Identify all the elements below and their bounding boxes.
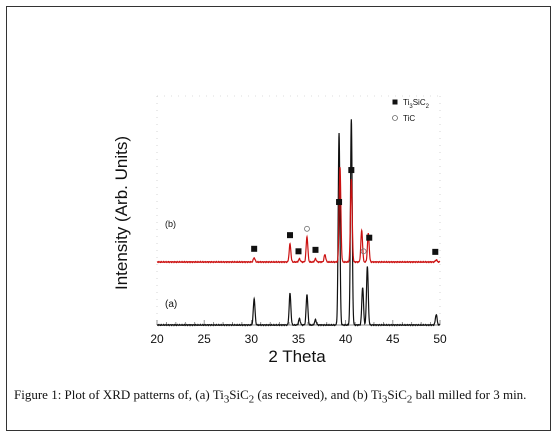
caption-sub-3a: 3 [223, 393, 230, 406]
legend-ti3sic2-si: Si [413, 98, 420, 107]
x-axis-label: 2 Theta [268, 347, 326, 366]
series-layer [156, 119, 441, 327]
legend-ti3sic2-ti: Ti [403, 98, 410, 107]
ti3sic2-peak-marker [251, 245, 258, 252]
ti3sic2-peak-marker [348, 167, 355, 174]
caption-part-5: ball milled for 3 min. [412, 387, 527, 402]
series-line-b [156, 167, 441, 264]
ti3sic2-peak-marker [295, 248, 302, 255]
x-tick-label: 45 [386, 332, 400, 346]
caption-sub-2b: 2 [406, 393, 413, 406]
x-tick-label: 50 [433, 332, 447, 346]
legend-ti3sic2-c: C [420, 98, 426, 107]
x-tick-label: 30 [245, 332, 259, 346]
y-axis-label: Intensity (Arb. Units) [112, 136, 131, 290]
series-line-a [156, 119, 441, 327]
caption-part-1: Figure 1: Plot of XRD patterns of, (a) T… [14, 387, 224, 402]
axes: 20 25 30 35 40 45 50 [150, 95, 447, 346]
x-tick-label: 25 [197, 332, 211, 346]
series-label-b: (b) [165, 219, 176, 229]
legend-ti3sic2-sub2: 2 [426, 104, 430, 110]
legend-label-tic: TiC [403, 114, 415, 123]
ti3sic2-peak-marker [336, 199, 343, 206]
ti3sic2-peak-marker [366, 234, 373, 241]
legend-marker-ti3sic2 [392, 99, 398, 105]
tic-peak-marker [304, 225, 310, 232]
legend-label-ti3sic2: Ti3SiC2 [403, 98, 430, 110]
x-tick-label: 20 [150, 332, 164, 346]
caption-part-3: (as received), and (b) Ti [254, 387, 382, 402]
ti3sic2-peak-marker [312, 246, 319, 253]
series-label-a: (a) [165, 299, 177, 310]
figure-caption: Figure 1: Plot of XRD patterns of, (a) T… [14, 384, 554, 411]
ti3sic2-peak-marker [432, 248, 439, 255]
x-tick-label: 40 [339, 332, 353, 346]
ti3sic2-peak-marker [287, 232, 294, 239]
caption-sub-2a: 2 [248, 393, 255, 406]
x-tick-label: 35 [292, 332, 306, 346]
caption-part-4: SiC [387, 387, 407, 402]
peak-markers [251, 167, 439, 255]
caption-part-2: SiC [229, 387, 249, 402]
caption-sub-3b: 3 [381, 393, 388, 406]
legend-ti3sic2-sub3: 3 [409, 104, 413, 110]
legend: Ti3SiC2 TiC [392, 98, 430, 123]
legend-marker-tic [392, 115, 398, 121]
figure-frame [6, 6, 551, 431]
tic-peak-marker [360, 248, 367, 255]
